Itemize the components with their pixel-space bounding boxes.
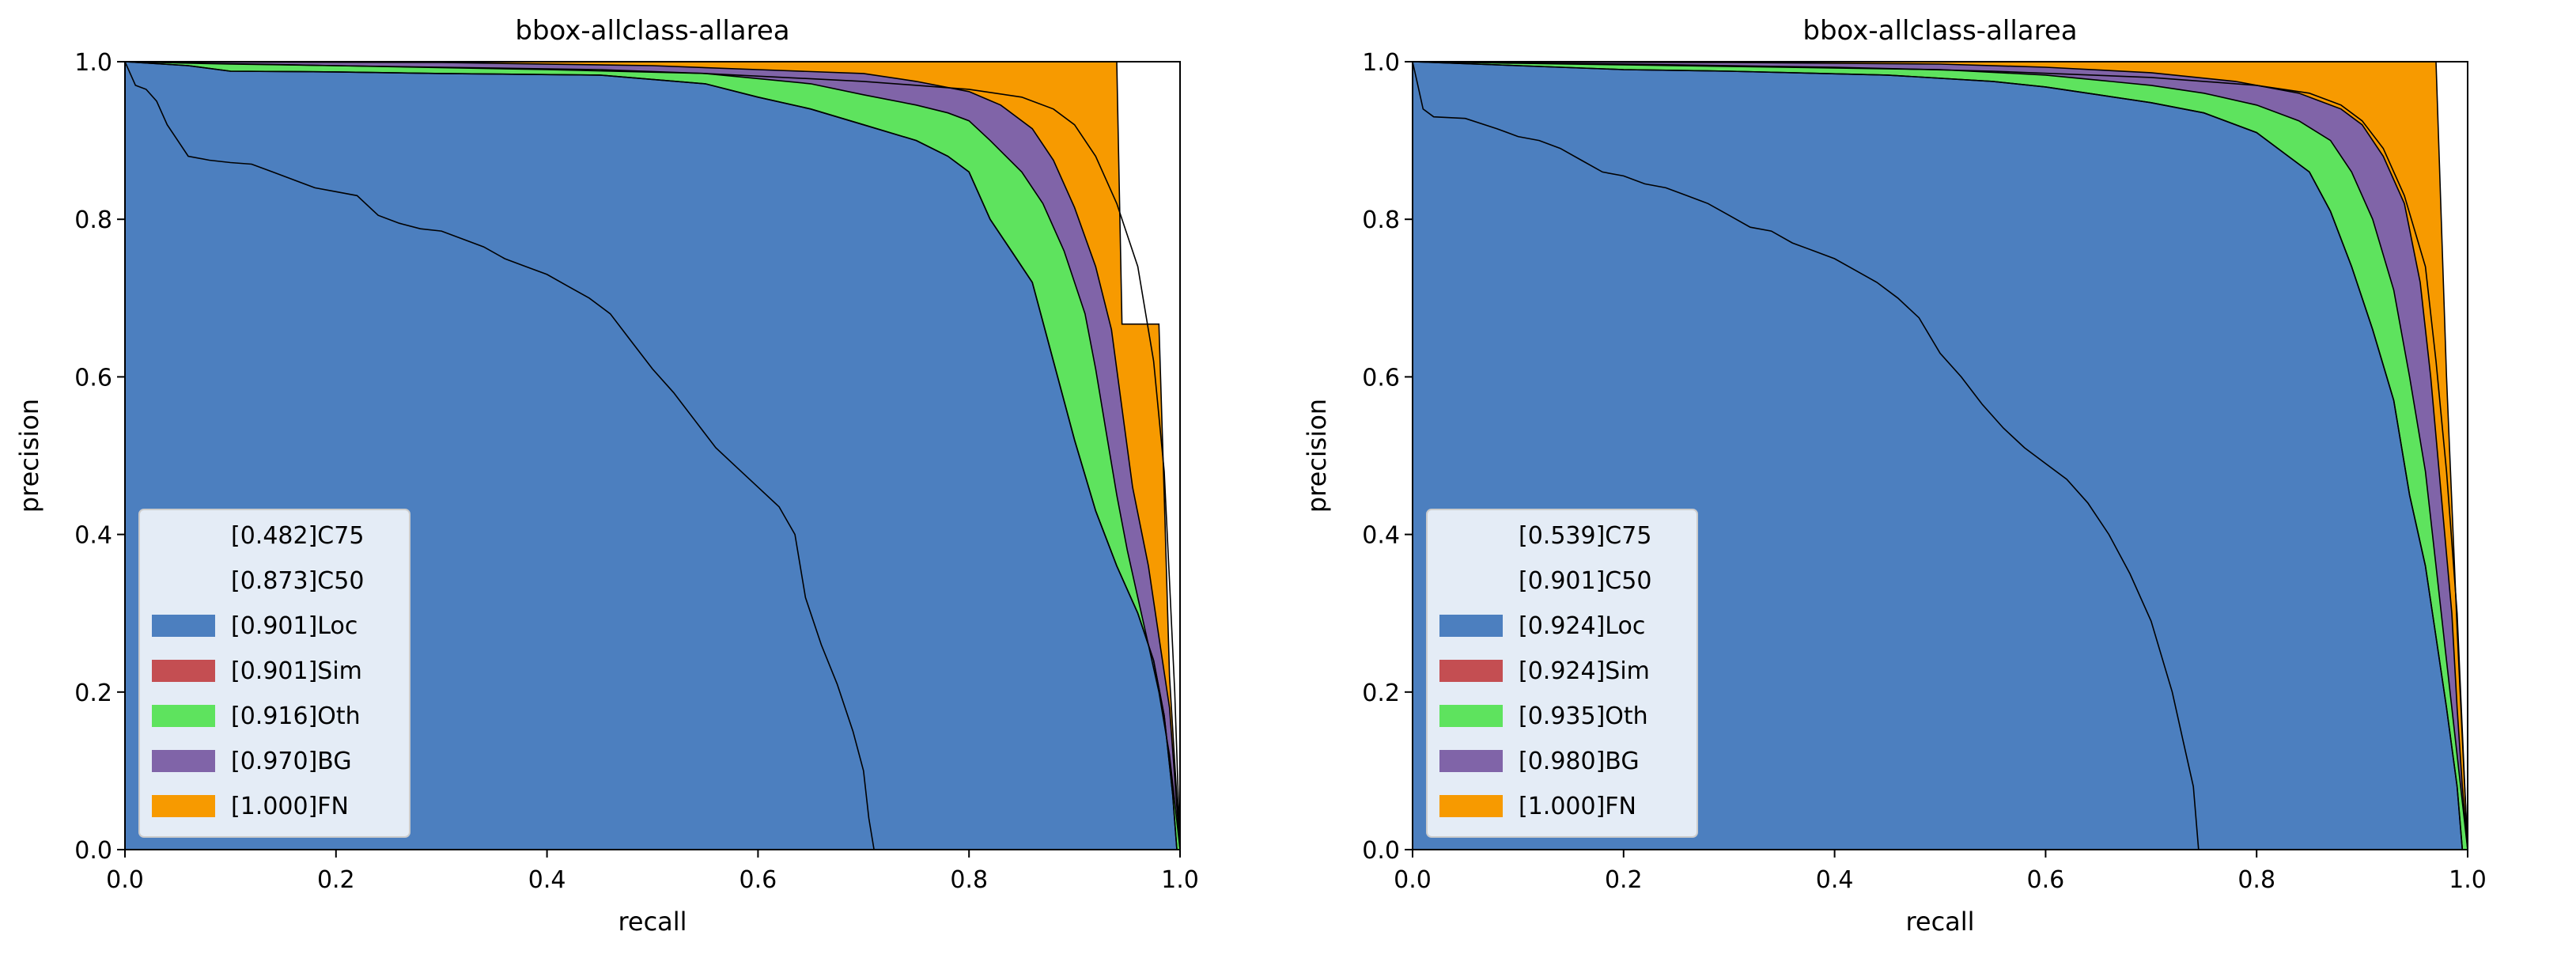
y-tick-label: 0.2 — [74, 680, 112, 707]
x-tick-label: 0.6 — [2027, 866, 2065, 894]
legend-item-0-935-oth: [0.935]Oth — [1439, 702, 1648, 730]
legend-swatch — [152, 615, 215, 637]
legend-swatch — [1439, 615, 1503, 637]
x-tick-label: 0.0 — [106, 866, 144, 894]
y-tick-label: 0.6 — [74, 364, 112, 392]
legend: [0.539]C75 [0.901]C50 [0.924]Loc [0.924]Sim… — [1426, 509, 1698, 838]
legend-label: [0.970]BG — [231, 748, 352, 775]
x-tick-label: 0.0 — [1394, 866, 1432, 894]
curve-1-000-fn — [125, 62, 1180, 850]
legend-item-0-873-c50: [0.873]C50 — [231, 567, 364, 595]
y-tick-label: 0.0 — [74, 837, 112, 865]
x-tick-label: 1.0 — [1161, 866, 1199, 894]
y-tick-label: 0.2 — [1362, 680, 1400, 707]
legend-label: [0.539]C75 — [1519, 522, 1651, 550]
legend-label: [0.482]C75 — [231, 522, 364, 550]
y-tick-label: 0.0 — [1362, 837, 1400, 865]
legend-label: [0.873]C50 — [231, 567, 364, 595]
x-tick-label: 0.4 — [1816, 866, 1854, 894]
curve-0-539-c75 — [1413, 62, 2200, 850]
y-tick-label: 0.6 — [1362, 364, 1400, 392]
legend-swatch — [1439, 660, 1503, 682]
y-tick-label: 1.0 — [74, 49, 112, 77]
legend-swatch — [1439, 705, 1503, 727]
legend-item-0-980-bg: [0.980]BG — [1439, 748, 1640, 775]
legend-label: [0.901]Sim — [231, 657, 362, 685]
y-tick-label: 1.0 — [1362, 49, 1400, 77]
legend-item-0-901-loc: [0.901]Loc — [152, 612, 357, 640]
curve-0-916-oth — [125, 62, 1180, 850]
y-tick-label: 0.4 — [74, 522, 112, 550]
legend-item-0-916-oth: [0.916]Oth — [152, 702, 361, 730]
y-axis-label: precision — [14, 399, 44, 513]
legend: [0.482]C75 [0.873]C50 [0.901]Loc [0.901]Sim… — [138, 509, 410, 838]
x-tick-label: 0.8 — [950, 866, 988, 894]
curve-0-935-oth — [1413, 62, 2468, 850]
legend-label: [0.916]Oth — [231, 702, 361, 730]
curve-0-980-bg — [1413, 62, 2468, 850]
legend-item-0-482-c75: [0.482]C75 — [231, 522, 364, 550]
legend-item-0-901-c50: [0.901]C50 — [1519, 567, 1651, 595]
legend-item-0-924-loc: [0.924]Loc — [1439, 612, 1645, 640]
legend-swatch — [152, 750, 215, 772]
legend-label: [0.901]C50 — [1519, 567, 1651, 595]
legend-swatch — [152, 705, 215, 727]
pr-chart-left: 0.0 0.2 0.4 0.6 0.8 1.0 0.0 0.2 0.4 0.6 0.8 1.0 bbox… — [14, 15, 1199, 937]
legend-label: [0.935]Oth — [1519, 702, 1648, 730]
chart-panel-right: 0.0 0.2 0.4 0.6 0.8 1.0 0.0 0.2 0.4 0.6 0.8 1.0 bbox… — [1288, 0, 2575, 958]
legend-item-0-901-sim: [0.901]Sim — [152, 657, 362, 685]
chart-title: bbox-allclass-allarea — [1802, 15, 2077, 47]
x-axis-label: recall — [618, 907, 687, 937]
curve-0-482-c75 — [125, 62, 875, 850]
axes-frame — [124, 61, 1181, 850]
legend-label: [0.980]BG — [1519, 748, 1640, 775]
legend-swatch — [152, 795, 215, 817]
chart-title: bbox-allclass-allarea — [515, 15, 789, 47]
x-axis-label: recall — [1905, 907, 1974, 937]
y-axis-label: precision — [1302, 399, 1332, 513]
curve-1-000-fn — [1413, 62, 2468, 850]
legend-item-0-970-bg: [0.970]BG — [152, 748, 352, 775]
x-tick-label: 1.0 — [2449, 866, 2487, 894]
legend-label: [1.000]FN — [1519, 793, 1636, 820]
pr-chart-right: 0.0 0.2 0.4 0.6 0.8 1.0 0.0 0.2 0.4 0.6 0.8 1.0 bbox… — [1302, 15, 2487, 937]
curve-0-873-c50 — [125, 62, 1180, 850]
curve-0-970-bg — [125, 62, 1180, 850]
x-tick-label: 0.8 — [2237, 866, 2275, 894]
plot-area — [125, 62, 1180, 850]
legend-item-0-539-c75: [0.539]C75 — [1519, 522, 1651, 550]
legend-label: [0.924]Loc — [1519, 612, 1645, 640]
legend-label: [1.000]FN — [231, 793, 349, 820]
y-tick-label: 0.8 — [74, 206, 112, 234]
legend-item-1-000-fn: [1.000]FN — [1439, 793, 1636, 820]
x-tick-label: 0.2 — [317, 866, 355, 894]
axes-frame — [1412, 61, 2468, 850]
x-tick-label: 0.4 — [528, 866, 566, 894]
chart-panel-left: 0.0 0.2 0.4 0.6 0.8 1.0 0.0 0.2 0.4 0.6 0.8 1.0 bbox… — [14, 15, 1199, 937]
x-tick-label: 0.6 — [740, 866, 777, 894]
y-tick-label: 0.4 — [1362, 522, 1400, 550]
legend-item-0-924-sim: [0.924]Sim — [1439, 657, 1650, 685]
legend-swatch — [1439, 750, 1503, 772]
curve-0-901-sim — [125, 62, 1178, 850]
legend-swatch — [1439, 795, 1503, 817]
y-tick-label: 0.8 — [1362, 206, 1400, 234]
curve-0-924-sim — [1413, 62, 2464, 850]
legend-label: [0.901]Loc — [231, 612, 357, 640]
legend-label: [0.924]Sim — [1519, 657, 1650, 685]
x-tick-label: 0.2 — [1605, 866, 1643, 894]
legend-swatch — [152, 660, 215, 682]
legend-item-1-000-fn: [1.000]FN — [152, 793, 349, 820]
